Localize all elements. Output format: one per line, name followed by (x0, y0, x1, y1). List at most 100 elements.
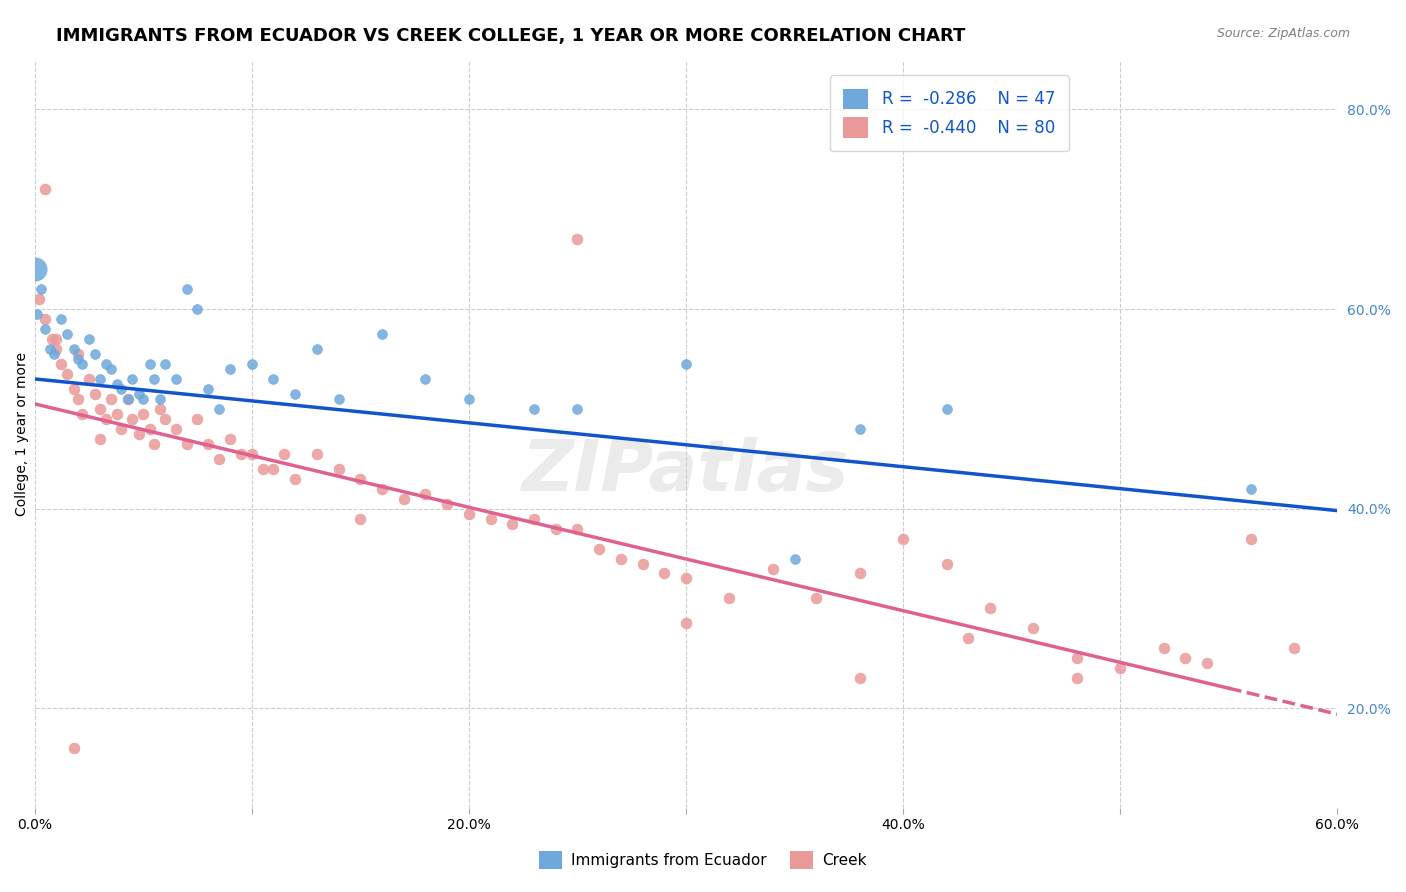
Point (117, 392, 139, 406)
Point (675, 357, 697, 371)
Point (1197, 657, 1219, 671)
Point (121, 372, 143, 386)
Point (208, 451, 231, 466)
Point (328, 392, 350, 406)
Point (371, 326, 394, 341)
Point (34, 312, 56, 326)
Point (105, 376, 128, 391)
Point (523, 401, 546, 416)
Point (66, 347, 89, 361)
Point (186, 412, 208, 426)
Point (149, 401, 172, 416)
Point (240, 447, 263, 461)
Point (219, 432, 242, 446)
Point (567, 522, 589, 536)
Point (1282, 641, 1305, 656)
Point (891, 532, 914, 546)
Point (165, 422, 187, 436)
Point (41, 332, 63, 346)
Point (631, 557, 654, 571)
Point (132, 392, 155, 406)
Point (479, 511, 502, 525)
Point (588, 541, 610, 556)
Point (138, 422, 160, 436)
Point (89, 432, 111, 446)
Point (121, 412, 143, 426)
Point (197, 382, 219, 396)
Point (415, 486, 437, 500)
Point (957, 632, 980, 646)
Point (284, 387, 307, 401)
Point (718, 591, 741, 606)
Point (567, 401, 589, 416)
Point (457, 507, 479, 521)
Point (1066, 651, 1088, 665)
Point (240, 357, 263, 371)
Point (30, 282, 52, 296)
Point (176, 437, 198, 451)
Point (128, 387, 150, 401)
Point (77, 332, 100, 346)
Point (42, 347, 65, 361)
Point (56, 326, 79, 341)
Point (1109, 661, 1132, 675)
Point (49, 357, 72, 371)
Point (262, 372, 284, 386)
Point (49, 312, 72, 326)
Point (1022, 621, 1045, 635)
Point (806, 591, 828, 606)
Point (138, 357, 160, 371)
Point (105, 407, 128, 421)
Point (34, 322, 56, 336)
Text: ZIPatlas: ZIPatlas (522, 437, 849, 506)
Point (349, 472, 371, 486)
Point (56, 367, 79, 381)
Point (62, 382, 84, 396)
Point (935, 401, 957, 416)
Y-axis label: College, 1 year or more: College, 1 year or more (15, 351, 30, 516)
Point (176, 282, 198, 296)
Point (675, 616, 697, 631)
Point (25, 307, 48, 321)
Point (110, 422, 132, 436)
Point (77, 372, 100, 386)
Point (1239, 532, 1261, 546)
Point (848, 671, 870, 685)
Point (436, 497, 458, 511)
Point (34, 182, 56, 196)
Point (371, 482, 394, 496)
Legend: R =  -0.286    N = 47, R =  -0.440    N = 80: R = -0.286 N = 47, R = -0.440 N = 80 (830, 76, 1069, 151)
Point (132, 407, 155, 421)
Point (28, 292, 51, 306)
Point (610, 551, 633, 566)
Point (62, 741, 84, 756)
Point (149, 392, 172, 406)
Point (153, 412, 176, 426)
Point (229, 447, 252, 461)
Point (501, 516, 523, 531)
Point (89, 401, 111, 416)
Text: Source: ZipAtlas.com: Source: ZipAtlas.com (1216, 27, 1350, 40)
Point (24, 262, 46, 277)
Point (979, 601, 1001, 615)
Point (349, 511, 371, 525)
Point (305, 447, 328, 461)
Point (143, 372, 166, 386)
Point (935, 557, 957, 571)
Point (38, 342, 60, 356)
Point (457, 392, 479, 406)
Point (128, 426, 150, 441)
Point (783, 551, 806, 566)
Point (328, 461, 350, 475)
Point (117, 392, 139, 406)
Point (262, 461, 284, 475)
Point (523, 511, 546, 525)
Point (392, 491, 415, 506)
Point (84, 347, 107, 361)
Point (165, 372, 187, 386)
Point (72, 407, 94, 421)
Point (72, 357, 94, 371)
Point (153, 357, 176, 371)
Point (675, 572, 697, 586)
Point (66, 351, 89, 366)
